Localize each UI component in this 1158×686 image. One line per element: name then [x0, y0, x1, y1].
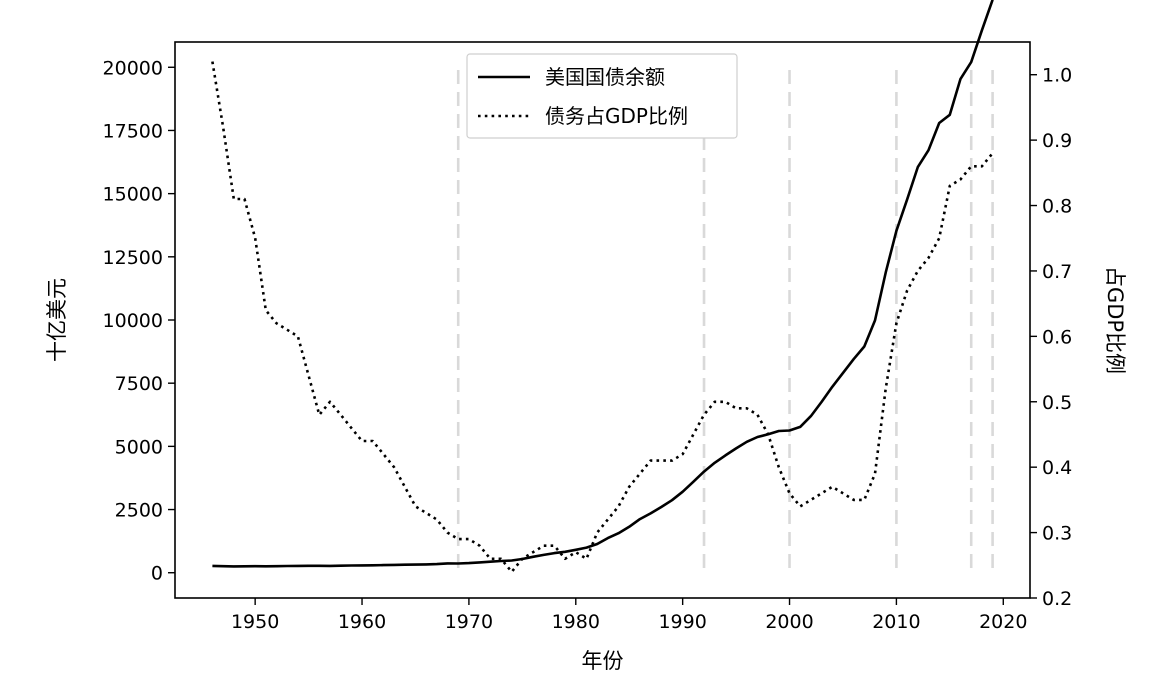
x-axis: 1950 1960 1970 1980 1990 2000 2010 2020 [231, 598, 1027, 633]
left-y-tick-label: 15000 [103, 184, 163, 206]
legend-box [466, 53, 738, 139]
x-axis-label: 年份 [582, 649, 624, 673]
left-y-tick-label: 12500 [103, 247, 163, 269]
legend-label-debt: 美国国债余额 [545, 65, 665, 89]
left-y-tick-label: 20000 [103, 57, 163, 79]
x-tick-label: 1950 [231, 611, 279, 633]
right-y-tick-label: 0.4 [1042, 457, 1072, 479]
x-tick-label: 1970 [445, 611, 493, 633]
x-tick-label: 2000 [765, 611, 813, 633]
legend-label-ratio: 债务占GDP比例 [545, 104, 688, 128]
reference-lines [456, 70, 994, 575]
right-y-tick-label: 0.3 [1042, 523, 1072, 545]
legend: 美国国债余额 债务占GDP比例 [466, 53, 738, 139]
left-y-axis: 0 2500 5000 7500 10000 12500 15000 17500 20000 [103, 57, 175, 585]
right-y-tick-label: 1.0 [1042, 65, 1072, 87]
left-y-tick-label: 0 [151, 563, 163, 585]
right-y-tick-label: 0.2 [1042, 588, 1072, 610]
left-y-axis-label: 十亿美元 [45, 278, 69, 362]
x-tick-label: 2010 [872, 611, 920, 633]
right-y-tick-label: 0.9 [1042, 130, 1072, 152]
series-line-debt [212, 0, 994, 568]
left-y-tick-label: 17500 [103, 120, 163, 142]
x-tick-label: 1990 [658, 611, 706, 633]
right-y-axis: 0.2 0.3 0.4 0.5 0.6 0.7 0.8 0.9 1.0 [1030, 65, 1072, 610]
x-tick-label: 2020 [979, 611, 1027, 633]
right-y-axis-label: 占GDP比例 [1103, 266, 1127, 374]
right-y-tick-label: 0.5 [1042, 392, 1072, 414]
right-y-tick-label: 0.8 [1042, 196, 1072, 218]
left-y-tick-label: 7500 [115, 373, 163, 395]
right-y-tick-label: 0.6 [1042, 326, 1072, 348]
right-y-tick-label: 0.7 [1042, 261, 1072, 283]
series-layer [211, 0, 994, 574]
x-tick-label: 1960 [338, 611, 386, 633]
left-y-tick-label: 10000 [103, 310, 163, 332]
x-tick-label: 1980 [552, 611, 600, 633]
series-line-ratio [211, 61, 994, 574]
left-y-tick-label: 5000 [115, 436, 163, 458]
left-y-tick-label: 2500 [115, 500, 163, 522]
